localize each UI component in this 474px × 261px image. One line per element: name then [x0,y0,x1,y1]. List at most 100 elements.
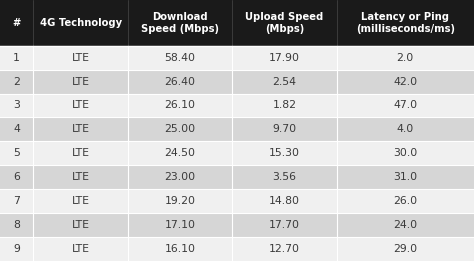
Text: 23.00: 23.00 [164,172,196,182]
Text: 3.56: 3.56 [273,172,296,182]
Text: 42.0: 42.0 [393,76,417,87]
Bar [0,93,33,117]
Text: 4G Technology: 4G Technology [39,18,122,28]
Bar [337,237,474,261]
Bar [0,117,33,141]
Bar [33,46,128,70]
Bar [33,237,128,261]
Bar [33,0,128,46]
Text: 5: 5 [13,148,20,158]
Text: 24.50: 24.50 [164,148,196,158]
Text: LTE: LTE [72,220,90,230]
Text: 4: 4 [13,124,20,134]
Text: 15.30: 15.30 [269,148,300,158]
Text: 7: 7 [13,196,20,206]
Text: 17.70: 17.70 [269,220,300,230]
Bar [0,46,33,70]
Bar [232,70,337,93]
Bar [128,93,232,117]
Text: LTE: LTE [72,53,90,63]
Bar [232,189,337,213]
Bar [232,141,337,165]
Bar [128,141,232,165]
Bar [337,117,474,141]
Bar [33,213,128,237]
Text: 2: 2 [13,76,20,87]
Bar [232,165,337,189]
Text: #: # [12,18,21,28]
Text: 19.20: 19.20 [164,196,196,206]
Bar [337,165,474,189]
Text: 4.0: 4.0 [397,124,414,134]
Bar [128,0,232,46]
Bar [232,117,337,141]
Text: 26.40: 26.40 [164,76,196,87]
Text: LTE: LTE [72,124,90,134]
Text: 30.0: 30.0 [393,148,418,158]
Bar [0,141,33,165]
Bar [337,46,474,70]
Text: 2.0: 2.0 [397,53,414,63]
Text: LTE: LTE [72,172,90,182]
Text: 9.70: 9.70 [273,124,296,134]
Text: LTE: LTE [72,244,90,254]
Text: 24.0: 24.0 [393,220,417,230]
Text: LTE: LTE [72,76,90,87]
Bar [128,189,232,213]
Text: 2.54: 2.54 [273,76,296,87]
Bar [0,70,33,93]
Bar [337,189,474,213]
Bar [0,237,33,261]
Text: 26.10: 26.10 [164,100,196,110]
Text: 16.10: 16.10 [164,244,196,254]
Text: 17.90: 17.90 [269,53,300,63]
Text: 3: 3 [13,100,20,110]
Text: 31.0: 31.0 [393,172,417,182]
Text: 12.70: 12.70 [269,244,300,254]
Text: 26.0: 26.0 [393,196,417,206]
Text: 14.80: 14.80 [269,196,300,206]
Bar [232,213,337,237]
Bar [128,213,232,237]
Bar [0,189,33,213]
Bar [33,117,128,141]
Bar [33,141,128,165]
Bar [128,117,232,141]
Text: 8: 8 [13,220,20,230]
Text: Download
Speed (Mbps): Download Speed (Mbps) [141,12,219,34]
Bar [33,165,128,189]
Bar [232,0,337,46]
Text: 6: 6 [13,172,20,182]
Bar [337,93,474,117]
Text: Upload Speed
(Mbps): Upload Speed (Mbps) [245,12,324,34]
Text: 1: 1 [13,53,20,63]
Text: LTE: LTE [72,196,90,206]
Bar [337,213,474,237]
Bar [0,0,33,46]
Text: 47.0: 47.0 [393,100,417,110]
Bar [128,46,232,70]
Text: 9: 9 [13,244,20,254]
Bar [337,0,474,46]
Bar [337,141,474,165]
Bar [0,165,33,189]
Bar [128,165,232,189]
Text: Latency or Ping
(milliseconds/ms): Latency or Ping (milliseconds/ms) [356,12,455,34]
Text: LTE: LTE [72,148,90,158]
Bar [33,93,128,117]
Text: LTE: LTE [72,100,90,110]
Bar [33,189,128,213]
Text: 17.10: 17.10 [164,220,196,230]
Text: 25.00: 25.00 [164,124,196,134]
Text: 58.40: 58.40 [164,53,196,63]
Bar [232,46,337,70]
Bar [128,237,232,261]
Bar [33,70,128,93]
Bar [0,213,33,237]
Bar [128,70,232,93]
Bar [337,70,474,93]
Bar [232,93,337,117]
Text: 29.0: 29.0 [393,244,417,254]
Text: 1.82: 1.82 [273,100,296,110]
Bar [232,237,337,261]
